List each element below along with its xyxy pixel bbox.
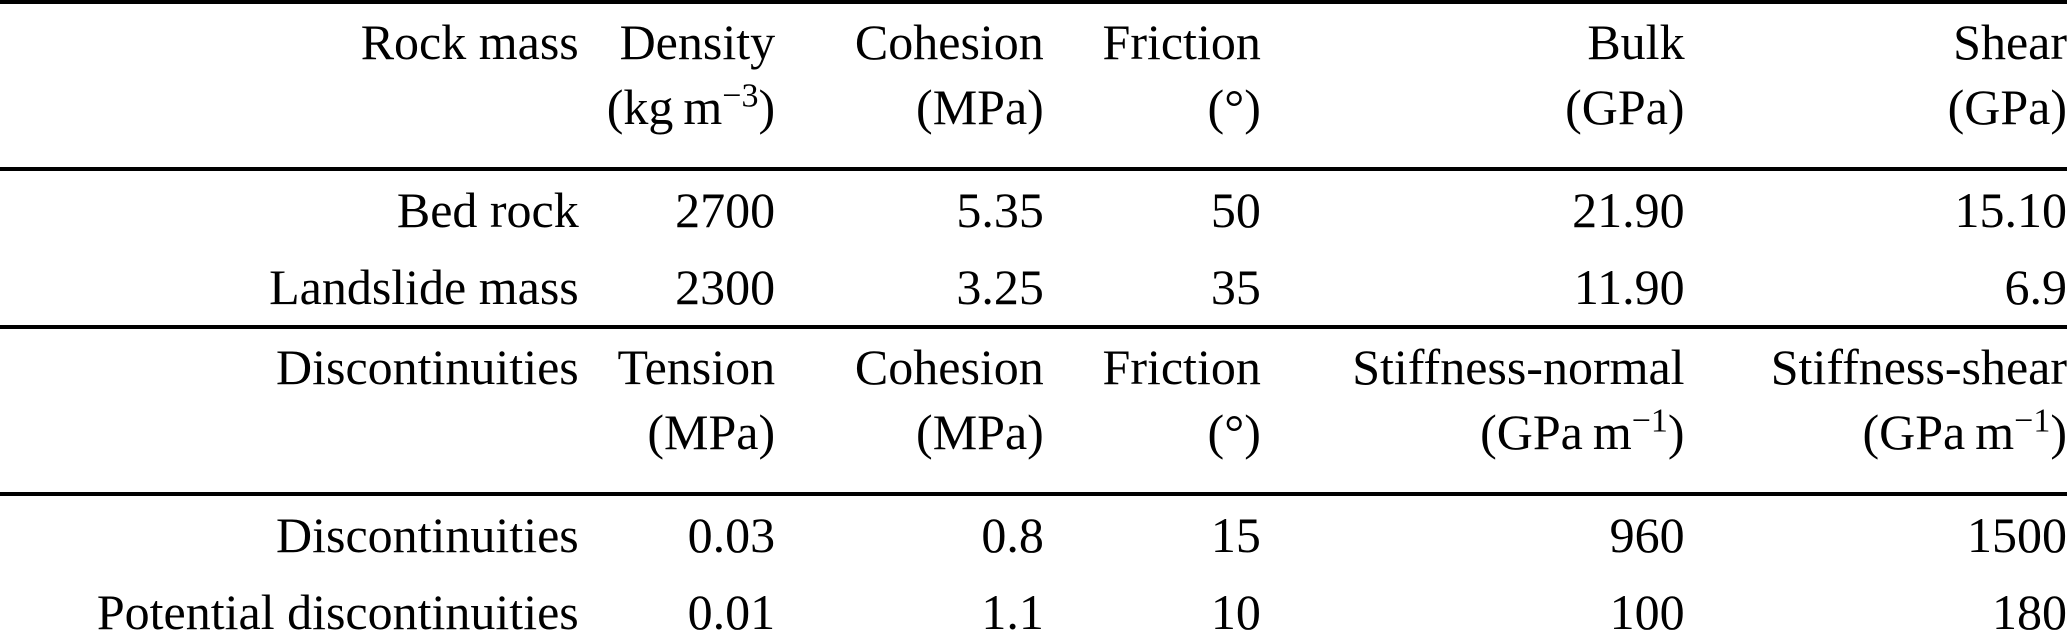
column-unit: (GPa) [1261,75,1685,140]
unit-exponent: −3 [722,77,759,115]
column-unit: (GPa) [1685,75,2067,140]
section-title: Discontinuities [275,339,579,395]
value-cell: 100 [1609,583,1685,640]
value-cell: 6.9 [2004,258,2067,315]
unit-text: (MPa) [916,404,1044,460]
unit-text: ) [1667,404,1685,460]
value-cell: 15 [1210,506,1261,563]
value-cell: 1500 [1967,506,2067,563]
column-name: Bulk [1587,14,1685,70]
row-label: Bed rock [396,181,579,238]
column-name: Density [619,14,776,70]
column-unit: (MPa) [775,75,1044,140]
column-unit: (GPa m−1) [1261,400,1685,465]
unit-text: (°) [1207,79,1261,135]
unit-text: ) [758,79,776,135]
column-name: Friction [1102,14,1261,70]
row-label: Discontinuities [275,506,579,563]
column-unit: (MPa) [579,400,775,465]
column-unit: (GPa m−1) [1685,400,2067,465]
unit-text: (MPa) [916,79,1044,135]
unit-exponent: −1 [1631,402,1668,440]
column-header-friction2: Friction (°) [1044,327,1261,494]
column-header-bulk: Bulk (GPa) [1261,2,1685,169]
table-row-potential-discontinuities: Potential discontinuities 0.01 1.1 10 10… [0,573,2067,643]
value-cell: 50 [1210,181,1261,238]
unit-text: (GPa) [1947,79,2067,135]
value-cell: 35 [1210,258,1261,315]
column-unit: (°) [1044,75,1261,140]
section-title: Rock mass [360,14,579,70]
column-unit: (MPa) [775,400,1044,465]
column-name: Tension [617,339,776,395]
value-cell: 2300 [675,258,776,315]
column-name: Cohesion [854,14,1044,70]
unit-text: (°) [1207,404,1261,460]
section-title-cell: Rock mass [0,2,579,169]
value-cell: 960 [1609,506,1685,563]
rock-mass-header-row: Rock mass Density (kg m−3) Cohesion (MPa… [0,2,2067,169]
row-label: Potential discontinuities [96,583,579,640]
column-header-cohesion: Cohesion (MPa) [775,2,1044,169]
value-cell: 11.90 [1573,258,1685,315]
unit-text: (kg m [606,79,723,135]
column-header-friction: Friction (°) [1044,2,1261,169]
column-header-tension: Tension (MPa) [579,327,776,494]
table-row-bed-rock: Bed rock 2700 5.35 50 21.90 15.10 [0,169,2067,248]
unit-text: (GPa m [1480,404,1632,460]
row-label: Landslide mass [269,258,579,315]
column-name: Stiffness-normal [1352,339,1685,395]
value-cell: 3.25 [956,258,1044,315]
value-cell: 180 [1992,583,2067,640]
column-unit: (kg m−3) [579,75,775,140]
unit-text: (GPa m [1862,404,2015,460]
value-cell: 0.03 [687,506,776,563]
value-cell: 1.1 [981,583,1044,640]
column-header-stiffness-normal: Stiffness-normal (GPa m−1) [1261,327,1685,494]
column-header-density: Density (kg m−3) [579,2,775,169]
value-cell: 0.01 [687,583,776,640]
value-cell: 21.90 [1572,181,1685,238]
column-name: Cohesion [854,339,1044,395]
discontinuities-header-row: Discontinuities Tension (MPa) Cohesion (… [0,327,2067,494]
unit-text: (MPa) [647,404,776,460]
value-cell: 15.10 [1954,181,2067,238]
table-row-landslide-mass: Landslide mass 2300 3.25 35 11.90 6.9 [0,248,2067,327]
unit-text: (GPa) [1565,79,1685,135]
column-unit: (°) [1044,400,1261,465]
column-header-shear: Shear (GPa) [1685,2,2067,169]
value-cell: 0.8 [981,506,1044,563]
column-name: Friction [1102,339,1261,395]
value-cell: 2700 [675,181,776,238]
column-name: Shear [1953,14,2067,70]
column-header-stiffness-shear: Stiffness-shear (GPa m−1) [1685,327,2067,494]
value-cell: 5.35 [956,181,1044,238]
section-title-cell: Discontinuities [0,327,579,494]
value-cell: 10 [1210,583,1261,640]
table-row-discontinuities: Discontinuities 0.03 0.8 15 960 1500 [0,494,2067,573]
unit-text: ) [2050,404,2067,460]
column-header-cohesion2: Cohesion (MPa) [775,327,1044,494]
unit-exponent: −1 [2014,402,2051,440]
column-name: Stiffness-shear [1770,339,2067,395]
